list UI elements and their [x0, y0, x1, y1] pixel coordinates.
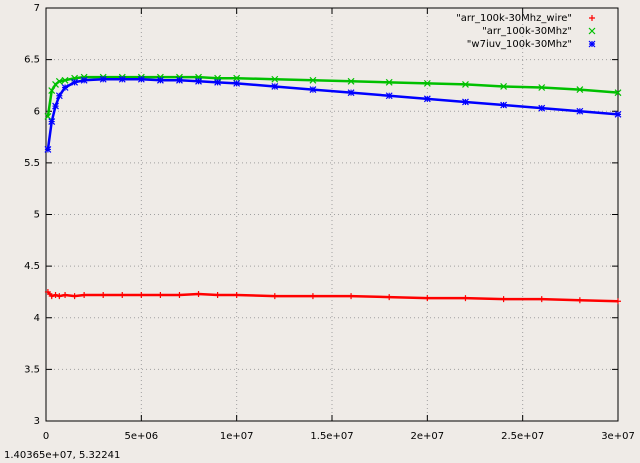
data-point — [348, 293, 355, 300]
data-point — [48, 87, 56, 95]
data-point — [214, 292, 221, 299]
data-point — [48, 118, 56, 125]
y-tick-label: 6 — [34, 106, 40, 117]
data-point — [44, 112, 52, 120]
series-line — [46, 75, 619, 117]
y-tick-label: 7 — [34, 3, 40, 14]
data-point — [347, 89, 355, 97]
y-tick-label: 4 — [34, 313, 40, 324]
legend-label: "w7iuv_100k-30Mhz" — [467, 39, 572, 50]
x-tick-label: 2e+07 — [411, 431, 445, 442]
data-point — [233, 79, 241, 87]
data-point — [81, 292, 88, 299]
x-tick-label: 5e+06 — [125, 431, 159, 442]
data-point — [576, 297, 583, 304]
data-point — [386, 294, 393, 301]
y-tick-label: 4.5 — [24, 261, 40, 272]
data-point — [614, 110, 622, 118]
data-point — [100, 292, 107, 299]
y-tick-label: 3.5 — [24, 364, 40, 375]
data-point — [56, 293, 63, 300]
data-point — [156, 76, 164, 84]
data-point — [137, 75, 145, 83]
legend-label: "arr_100k-30Mhz_wire" — [456, 13, 572, 24]
legend-label: "arr_100k-30Mhz" — [482, 26, 572, 37]
data-point — [423, 79, 431, 87]
data-point — [71, 293, 78, 300]
data-point — [576, 86, 584, 93]
data-point — [538, 104, 546, 112]
data-point — [500, 296, 507, 303]
data-point — [385, 78, 393, 86]
data-point — [44, 146, 52, 153]
data-point — [118, 75, 126, 83]
data-point — [71, 78, 79, 86]
data-point — [462, 80, 469, 88]
legend-marker — [588, 40, 596, 48]
series-line — [46, 291, 619, 303]
y-tick-label: 5.5 — [24, 158, 40, 169]
data-point — [52, 102, 59, 110]
data-point — [500, 101, 508, 109]
legend-marker — [589, 15, 595, 21]
data-point — [500, 83, 508, 90]
data-point — [176, 292, 183, 299]
x-tick-label: 1e+07 — [220, 431, 254, 442]
data-point — [157, 292, 164, 299]
data-point — [271, 75, 279, 83]
data-point — [48, 293, 55, 300]
data-point — [271, 293, 278, 300]
series-line — [46, 77, 619, 150]
data-point — [309, 86, 317, 93]
y-tick-label: 6.5 — [24, 55, 40, 66]
data-point — [462, 98, 469, 106]
data-point — [424, 295, 431, 302]
data-point — [195, 77, 202, 85]
data-point — [538, 296, 545, 303]
plot-border — [45, 7, 619, 422]
data-point — [309, 76, 317, 84]
data-point — [309, 293, 316, 300]
data-point — [233, 74, 241, 82]
data-point — [462, 295, 469, 302]
data-point — [61, 84, 69, 91]
data-point — [233, 292, 240, 299]
data-point — [44, 288, 51, 295]
data-point — [61, 76, 69, 84]
data-point — [214, 78, 222, 86]
data-point — [62, 292, 69, 299]
data-point — [195, 291, 202, 298]
data-point — [55, 92, 63, 100]
data-point — [615, 298, 621, 305]
data-point — [119, 292, 126, 299]
data-point — [576, 107, 584, 115]
x-tick-label: 2.5e+07 — [501, 431, 544, 442]
data-point — [614, 89, 622, 97]
data-point — [538, 84, 546, 91]
x-tick-label: 1.5e+07 — [310, 431, 353, 442]
data-point — [52, 292, 59, 299]
data-point — [347, 77, 355, 85]
x-tick-label: 3e+07 — [601, 431, 635, 442]
status-bar: 1.40365e+07, 5.32241 — [4, 450, 120, 461]
data-point — [99, 75, 107, 83]
y-tick-label: 3 — [34, 416, 40, 427]
y-tick-label: 5 — [34, 210, 40, 221]
data-point — [176, 76, 183, 84]
data-point — [271, 83, 279, 90]
legend-marker — [588, 27, 596, 35]
data-point — [423, 95, 431, 103]
data-point — [138, 292, 145, 299]
data-point — [385, 92, 393, 100]
x-tick-label: 0 — [43, 431, 49, 442]
data-point — [55, 77, 63, 85]
data-point — [80, 76, 88, 84]
